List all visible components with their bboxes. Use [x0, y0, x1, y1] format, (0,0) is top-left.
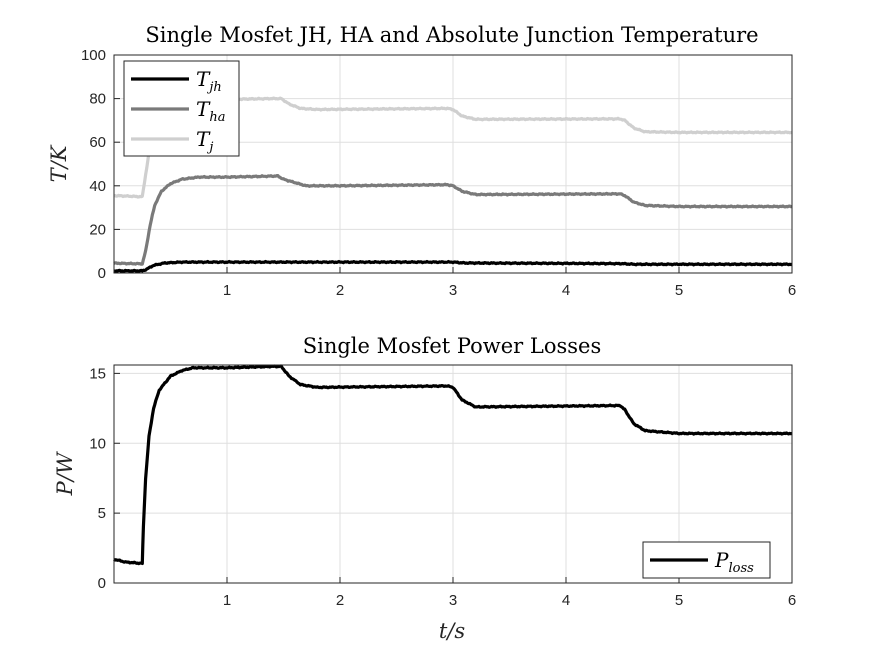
x-tick-label: 6: [788, 592, 796, 609]
legend-label: Tj: [196, 127, 213, 155]
legend: Ploss: [642, 541, 771, 579]
y-tick-label: 100: [81, 47, 106, 64]
x-tick-label: 6: [788, 282, 796, 299]
legend-label: Ploss: [714, 548, 754, 576]
y-tick-label: 0: [98, 575, 106, 592]
y-tick-label: 10: [89, 435, 106, 452]
x-tick-label: 5: [675, 592, 683, 609]
y-tick-label: 0: [98, 265, 106, 282]
tick-labels: 1 2 3 4 5 6 0 5 10 15: [89, 365, 796, 609]
y-tick-label: 5: [98, 505, 106, 522]
temperature-chart: Single Mosfet JH, HA and Absolute Juncti…: [47, 23, 796, 299]
x-tick-label: 2: [336, 592, 344, 609]
y-axis-label: P/W: [53, 450, 77, 496]
legend-label: Tha: [196, 97, 225, 125]
x-axis-label: t/s: [439, 619, 466, 643]
legend-label: Tjh: [196, 67, 222, 95]
series-line-loss: [113, 364, 793, 566]
y-tick-label: 20: [89, 221, 106, 238]
y-tick-label: 60: [89, 134, 106, 151]
x-tick-label: 5: [675, 282, 683, 299]
chart-title: Single Mosfet JH, HA and Absolute Juncti…: [145, 23, 758, 47]
x-tick-label: 4: [562, 282, 570, 299]
x-tick-label: 3: [449, 592, 457, 609]
y-tick-label: 40: [89, 178, 106, 195]
grid: [114, 365, 792, 583]
series-line-jh: [113, 259, 793, 273]
x-tick-label: 1: [223, 592, 231, 609]
series-line-ha: [113, 174, 793, 266]
x-tick-label: 1: [223, 282, 231, 299]
series-group: [113, 364, 793, 566]
chart-title: Single Mosfet Power Losses: [303, 334, 602, 358]
x-tick-label: 2: [336, 282, 344, 299]
power-loss-chart: Single Mosfet Power Losses 1 2 3 4 5 6051015 …: [53, 334, 796, 643]
x-tick-label: 4: [562, 592, 570, 609]
y-axis-label: T/K: [47, 144, 71, 182]
x-tick-label: 3: [449, 282, 457, 299]
y-tick-label: 80: [89, 91, 106, 108]
y-tick-label: 15: [89, 365, 106, 382]
